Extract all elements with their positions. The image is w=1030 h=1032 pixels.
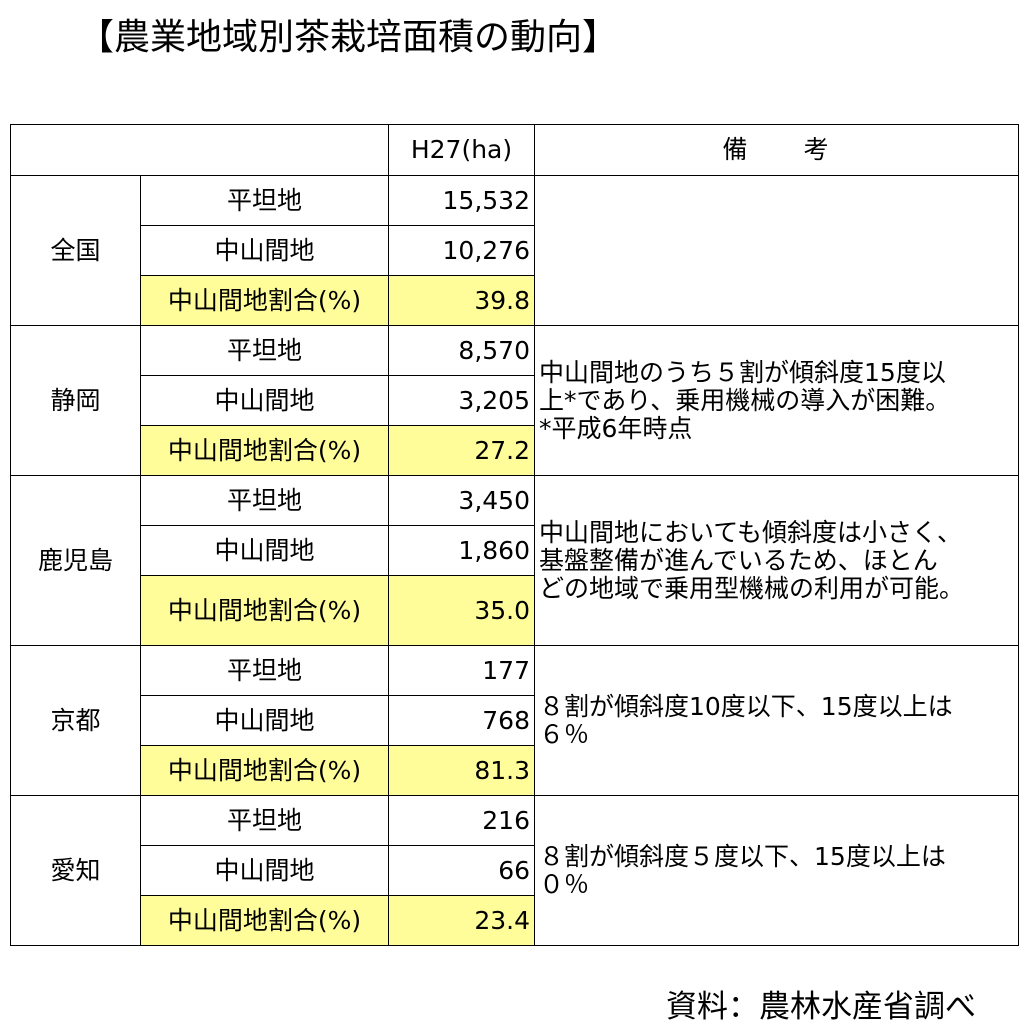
table-row: 中山間地 768	[11, 695, 1019, 746]
region-name: 愛知	[10, 795, 141, 946]
table-row: 中山間地割合(%) 27.2	[11, 425, 1019, 476]
region-note	[534, 175, 1019, 326]
table-row: 中山間地 1,860	[11, 525, 1019, 576]
flat-value: 216	[388, 795, 535, 846]
header-note-label: 備 考	[534, 124, 1019, 176]
ratio-value: 39.8	[388, 275, 535, 326]
table-row: 中山間地割合(%) 39.8	[11, 275, 1019, 326]
item-mountain-label: 中山間地	[140, 225, 389, 276]
mountain-value: 3,205	[388, 375, 535, 426]
item-flat-label: 平坦地	[140, 325, 389, 376]
header-blank-cell	[10, 124, 389, 176]
table-header-row: H27(ha) 備 考	[10, 124, 1019, 176]
flat-value: 3,450	[388, 475, 535, 526]
flat-value: 8,570	[388, 325, 535, 376]
item-flat-label: 平坦地	[140, 175, 389, 226]
region-note: 中山間地のうち５割が傾斜度15度以 上*であり、乗用機械の導入が困難。 *平成6…	[534, 325, 1019, 476]
page-title: 【農業地域別茶栽培面積の動向】	[78, 17, 619, 58]
source-note: 資料：農林水産省調べ	[666, 989, 976, 1025]
item-mountain-label: 中山間地	[140, 525, 389, 576]
table-row: 愛知 平坦地 216 ８割が傾斜度５度以下、15度以上は ０％	[10, 795, 1019, 946]
mountain-value: 66	[388, 845, 535, 896]
table-row: 中山間地 3,205	[11, 375, 1019, 426]
tea-area-table: H27(ha) 備 考 全国 平坦地 15,532 中山間地 10,276 中山…	[10, 124, 1019, 946]
item-flat-label: 平坦地	[140, 645, 389, 696]
table-row: 中山間地 10,276	[11, 225, 1019, 276]
flat-value: 15,532	[388, 175, 535, 226]
item-mountain-label: 中山間地	[140, 845, 389, 896]
region-name: 静岡	[10, 325, 141, 476]
item-ratio-label: 中山間地割合(%)	[140, 275, 389, 326]
flat-value: 177	[388, 645, 535, 696]
region-note: ８割が傾斜度10度以下、15度以上は ６％	[534, 645, 1019, 796]
item-ratio-label: 中山間地割合(%)	[140, 745, 389, 796]
ratio-value: 35.0	[388, 575, 535, 646]
table-row: 鹿児島 平坦地 3,450 中山間地においても傾斜度は小さく、 基盤整備が進んで…	[10, 475, 1019, 646]
region-name: 全国	[10, 175, 141, 326]
mountain-value: 1,860	[388, 525, 535, 576]
table-row: 中山間地割合(%) 81.3	[11, 745, 1019, 796]
region-note: ８割が傾斜度５度以下、15度以上は ０％	[534, 795, 1019, 946]
table-row: 中山間地割合(%) 23.4	[11, 895, 1019, 946]
ratio-value: 23.4	[388, 895, 535, 946]
item-flat-label: 平坦地	[140, 475, 389, 526]
item-ratio-label: 中山間地割合(%)	[140, 895, 389, 946]
item-mountain-label: 中山間地	[140, 695, 389, 746]
ratio-value: 27.2	[388, 425, 535, 476]
table-row: 京都 平坦地 177 ８割が傾斜度10度以下、15度以上は ６％	[10, 645, 1019, 796]
item-ratio-label: 中山間地割合(%)	[140, 575, 389, 646]
table-row: 静岡 平坦地 8,570 中山間地のうち５割が傾斜度15度以 上*であり、乗用機…	[10, 325, 1019, 476]
header-value-label: H27(ha)	[388, 124, 535, 176]
ratio-value: 81.3	[388, 745, 535, 796]
region-name: 京都	[10, 645, 141, 796]
table-row: 全国 平坦地 15,532	[10, 175, 1019, 326]
item-ratio-label: 中山間地割合(%)	[140, 425, 389, 476]
item-mountain-label: 中山間地	[140, 375, 389, 426]
table-row: 中山間地割合(%) 35.0	[11, 575, 1019, 646]
region-note: 中山間地においても傾斜度は小さく、 基盤整備が進んでいるため、ほとん どの地域で…	[534, 475, 1019, 646]
item-flat-label: 平坦地	[140, 795, 389, 846]
mountain-value: 768	[388, 695, 535, 746]
mountain-value: 10,276	[388, 225, 535, 276]
region-name: 鹿児島	[10, 475, 141, 646]
